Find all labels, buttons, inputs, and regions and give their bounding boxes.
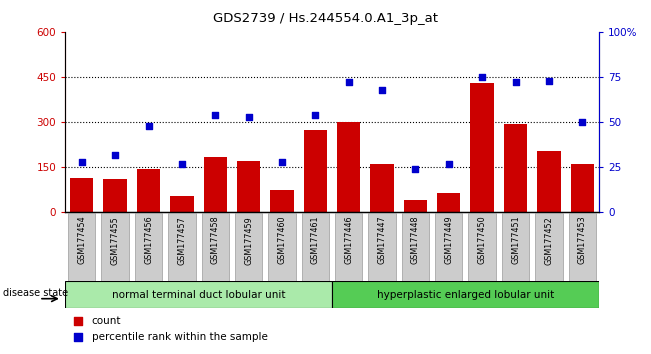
Bar xyxy=(370,164,394,212)
Point xyxy=(377,87,387,92)
Text: GSM177460: GSM177460 xyxy=(277,216,286,264)
Text: normal terminal duct lobular unit: normal terminal duct lobular unit xyxy=(112,290,285,300)
Point xyxy=(443,161,454,166)
Bar xyxy=(504,124,527,212)
Bar xyxy=(65,281,332,308)
Text: GSM177453: GSM177453 xyxy=(577,216,587,264)
Point xyxy=(410,166,421,172)
Bar xyxy=(337,122,361,212)
Text: GSM177457: GSM177457 xyxy=(177,216,186,264)
Bar xyxy=(70,178,94,212)
Bar xyxy=(570,164,594,212)
Bar xyxy=(104,179,127,212)
Point xyxy=(277,159,287,165)
Point xyxy=(510,80,521,85)
Point xyxy=(577,119,587,125)
Point xyxy=(143,123,154,129)
Bar xyxy=(137,169,160,212)
Bar xyxy=(469,213,496,281)
Bar xyxy=(135,213,162,281)
Text: GSM177459: GSM177459 xyxy=(244,216,253,264)
Bar xyxy=(435,213,462,281)
Text: GSM177454: GSM177454 xyxy=(77,216,87,264)
Text: GSM177446: GSM177446 xyxy=(344,216,353,264)
Bar xyxy=(235,213,262,281)
Point xyxy=(310,112,320,118)
Point xyxy=(74,319,83,324)
Bar xyxy=(270,190,294,212)
Text: GSM177455: GSM177455 xyxy=(111,216,120,264)
Text: GSM177448: GSM177448 xyxy=(411,216,420,264)
Bar xyxy=(204,157,227,212)
Point xyxy=(210,112,221,118)
Bar xyxy=(502,213,529,281)
Text: GSM177452: GSM177452 xyxy=(544,216,553,264)
Text: GSM177458: GSM177458 xyxy=(211,216,220,264)
Bar xyxy=(301,213,329,281)
Point xyxy=(477,74,488,80)
Bar xyxy=(102,213,129,281)
Bar xyxy=(170,196,193,212)
Text: GSM177461: GSM177461 xyxy=(311,216,320,264)
Text: GSM177456: GSM177456 xyxy=(144,216,153,264)
Bar xyxy=(168,213,195,281)
Bar xyxy=(535,213,562,281)
Bar xyxy=(471,83,494,212)
Point xyxy=(110,152,120,158)
Point xyxy=(77,159,87,165)
Point xyxy=(344,80,354,85)
Bar xyxy=(68,213,96,281)
Text: GSM177449: GSM177449 xyxy=(444,216,453,264)
Text: percentile rank within the sample: percentile rank within the sample xyxy=(92,332,268,342)
Text: GSM177450: GSM177450 xyxy=(478,216,487,264)
Text: GDS2739 / Hs.244554.0.A1_3p_at: GDS2739 / Hs.244554.0.A1_3p_at xyxy=(213,12,438,25)
Bar xyxy=(368,213,396,281)
Bar xyxy=(303,130,327,212)
Text: count: count xyxy=(92,316,121,326)
Bar xyxy=(335,213,363,281)
Bar xyxy=(404,200,427,212)
Bar xyxy=(568,213,596,281)
Bar xyxy=(402,213,429,281)
Bar xyxy=(437,193,460,212)
Bar xyxy=(237,161,260,212)
Text: hyperplastic enlarged lobular unit: hyperplastic enlarged lobular unit xyxy=(377,290,554,300)
Bar xyxy=(268,213,296,281)
Text: GSM177451: GSM177451 xyxy=(511,216,520,264)
Point xyxy=(176,161,187,166)
Text: GSM177447: GSM177447 xyxy=(378,216,387,264)
Text: disease state: disease state xyxy=(3,289,68,298)
Point xyxy=(74,334,83,340)
Bar xyxy=(202,213,229,281)
Point xyxy=(544,78,554,84)
Point xyxy=(243,114,254,120)
Bar xyxy=(537,151,561,212)
Bar xyxy=(332,281,599,308)
